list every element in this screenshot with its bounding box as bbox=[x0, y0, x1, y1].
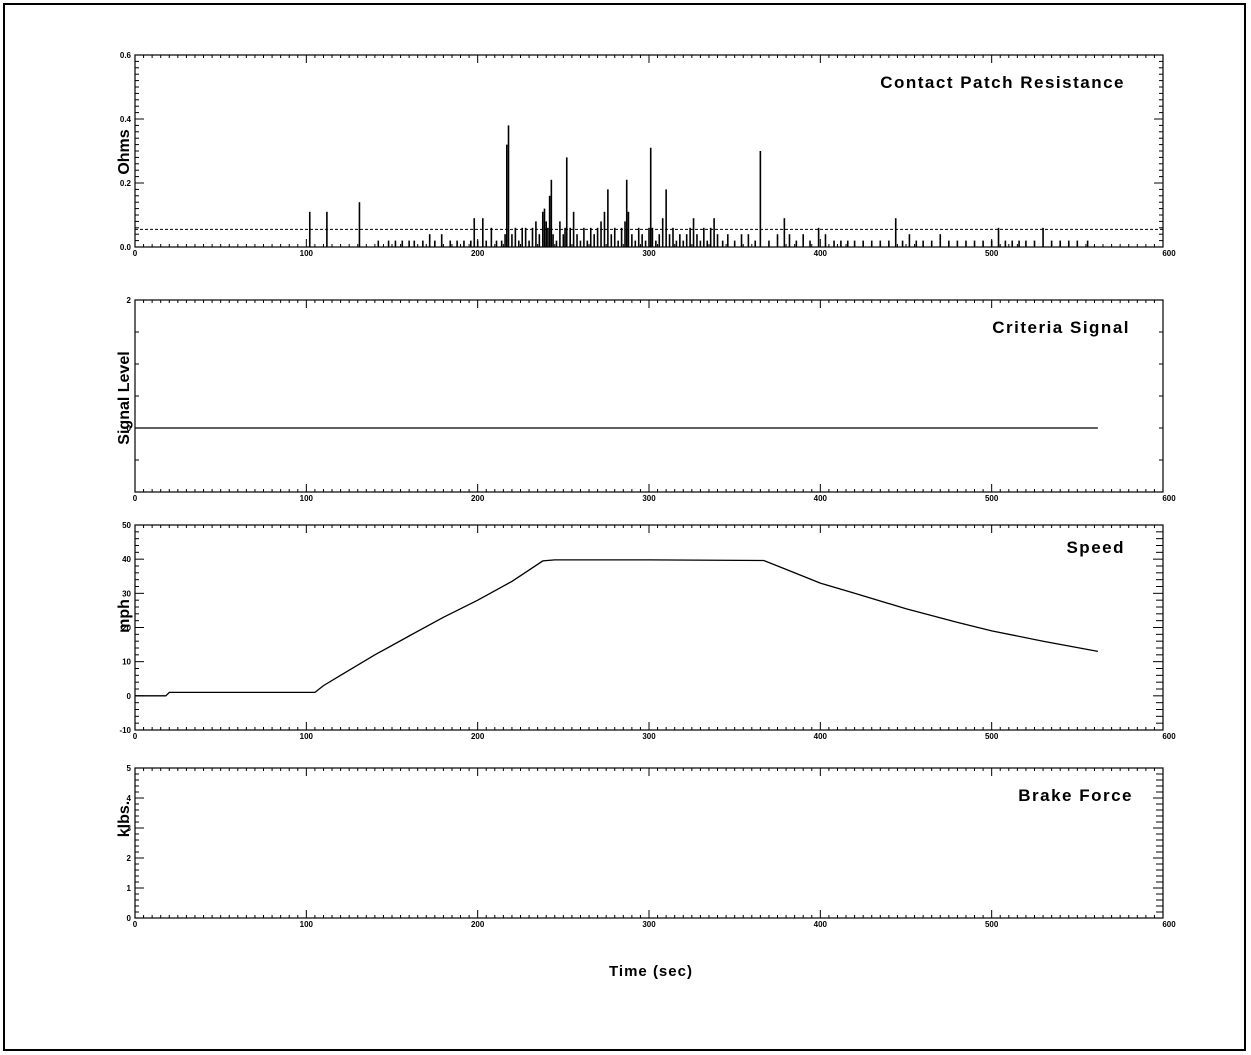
x-tick-label: 400 bbox=[814, 249, 828, 258]
y-axis-label: Ohms bbox=[116, 129, 133, 174]
y-tick-label: 0 bbox=[127, 692, 132, 701]
y-tick-label: 10 bbox=[122, 658, 131, 667]
x-tick-label: 400 bbox=[814, 494, 828, 503]
x-tick-label: 200 bbox=[471, 494, 485, 503]
panel-speed: Speed mph 0 100 200 300 400 500 600-1001020304… bbox=[116, 521, 1176, 741]
y-tick-label: 2 bbox=[127, 854, 132, 863]
chart-title: Criteria Signal bbox=[992, 318, 1130, 337]
y-tick-label: 40 bbox=[122, 555, 131, 564]
x-axis-label: Time (sec) bbox=[609, 963, 693, 980]
x-tick-label: 600 bbox=[1162, 249, 1176, 258]
x-tick-label: 200 bbox=[471, 732, 485, 741]
y-tick-label: 0 bbox=[127, 424, 132, 433]
y-axis-label: Signal Level bbox=[116, 351, 133, 444]
x-tick-label: 0 bbox=[133, 920, 138, 929]
y-tick-label: 0 bbox=[127, 914, 132, 923]
x-tick-label: 300 bbox=[642, 732, 656, 741]
x-tick-label: 200 bbox=[471, 920, 485, 929]
panel-brake-force: Brake Force klbs. 0 100 200 300 400 500 600 0 1 2… bbox=[116, 764, 1176, 929]
chart-title: Brake Force bbox=[1018, 786, 1133, 805]
y-tick-label: 1 bbox=[127, 884, 132, 893]
x-tick-label: 500 bbox=[985, 494, 999, 503]
x-tick-label: 500 bbox=[985, 920, 999, 929]
x-tick-label: 100 bbox=[300, 920, 314, 929]
speed-series-line bbox=[135, 559, 1099, 697]
plot-area bbox=[134, 524, 1164, 731]
panel-contact-patch-resistance: Contact Patch Resistance Ohms 0 100 200 300… bbox=[116, 51, 1176, 258]
figure-frame bbox=[3, 3, 1246, 1051]
panel-criteria-signal: Criteria Signal Signal Level 0 100 200 300 4… bbox=[116, 296, 1176, 503]
y-tick-label: 0.4 bbox=[120, 115, 132, 124]
y-tick-label: 2 bbox=[127, 296, 132, 305]
x-tick-label: 400 bbox=[814, 732, 828, 741]
y-axis-label: klbs. bbox=[116, 801, 133, 837]
x-tick-label: 500 bbox=[985, 249, 999, 258]
x-tick-label: 600 bbox=[1162, 920, 1176, 929]
x-tick-label: 300 bbox=[642, 920, 656, 929]
x-tick-label: 100 bbox=[300, 732, 314, 741]
x-tick-label: 0 bbox=[133, 732, 138, 741]
plot-area bbox=[134, 767, 1164, 919]
x-tick-label: 200 bbox=[471, 249, 485, 258]
chart-title: Contact Patch Resistance bbox=[880, 73, 1125, 92]
x-tick-label: 600 bbox=[1162, 494, 1176, 503]
chart-title: Speed bbox=[1066, 538, 1125, 557]
y-tick-label: 0.2 bbox=[120, 179, 132, 188]
x-tick-label: 400 bbox=[814, 920, 828, 929]
x-tick-label: 100 bbox=[300, 249, 314, 258]
y-tick-label: 5 bbox=[127, 764, 132, 773]
y-axis-label: mph bbox=[116, 599, 133, 633]
x-tick-label: 500 bbox=[985, 732, 999, 741]
y-tick-label: 0.0 bbox=[120, 243, 132, 252]
y-tick-label: 30 bbox=[122, 589, 131, 598]
y-tick-label: 3 bbox=[127, 824, 132, 833]
y-tick-label: 4 bbox=[127, 794, 132, 803]
y-tick-label: -10 bbox=[119, 726, 131, 735]
x-tick-label: 100 bbox=[300, 494, 314, 503]
y-tick-label: 0.6 bbox=[120, 51, 132, 60]
x-tick-label: 300 bbox=[642, 494, 656, 503]
x-tick-label: 0 bbox=[133, 249, 138, 258]
y-tick-label: 20 bbox=[122, 624, 131, 633]
x-tick-label: 600 bbox=[1162, 732, 1176, 741]
x-tick-label: 300 bbox=[642, 249, 656, 258]
x-tick-label: 0 bbox=[133, 494, 138, 503]
y-tick-label: 50 bbox=[122, 521, 131, 530]
